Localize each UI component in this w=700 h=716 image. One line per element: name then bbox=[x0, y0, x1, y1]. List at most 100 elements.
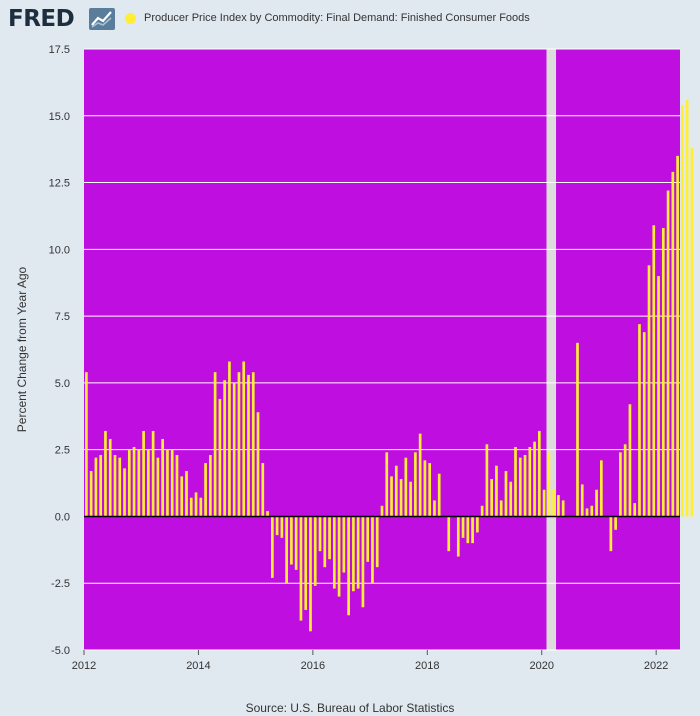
bar bbox=[375, 516, 379, 568]
bar bbox=[528, 446, 532, 517]
bar bbox=[557, 495, 560, 517]
bar bbox=[504, 471, 508, 517]
recession-band bbox=[546, 49, 557, 650]
bar bbox=[156, 457, 160, 517]
chart-header: FRED Producer Price Index by Commodity: … bbox=[0, 0, 700, 40]
bar bbox=[247, 374, 250, 517]
bar bbox=[399, 479, 403, 517]
bar bbox=[204, 463, 207, 517]
x-tick-label: 2016 bbox=[301, 660, 325, 672]
bar bbox=[366, 516, 370, 562]
y-tick-label: 0.0 bbox=[55, 511, 70, 523]
bar bbox=[256, 412, 260, 517]
bar bbox=[590, 505, 594, 517]
bar bbox=[681, 105, 684, 517]
bar bbox=[676, 155, 679, 517]
bar bbox=[132, 446, 136, 517]
x-tick-label: 2022 bbox=[644, 660, 668, 672]
y-tick-label: 15.0 bbox=[49, 111, 70, 123]
bar bbox=[194, 492, 198, 517]
bar bbox=[542, 489, 546, 517]
bar bbox=[647, 265, 651, 517]
bar bbox=[356, 516, 360, 589]
plot-background bbox=[84, 49, 680, 650]
bar bbox=[642, 332, 646, 517]
x-tick-label: 2014 bbox=[186, 660, 210, 672]
bar bbox=[275, 516, 279, 536]
bar bbox=[371, 516, 374, 584]
bar bbox=[509, 481, 513, 517]
bar bbox=[471, 516, 474, 544]
bar bbox=[89, 471, 93, 517]
bar bbox=[518, 457, 522, 517]
chart-legend: Producer Price Index by Commodity: Final… bbox=[125, 12, 530, 24]
bar bbox=[619, 452, 622, 517]
y-tick-label: 17.5 bbox=[49, 44, 70, 56]
bar bbox=[189, 497, 193, 517]
bar bbox=[285, 516, 288, 584]
bar bbox=[218, 398, 222, 517]
bar bbox=[561, 500, 565, 517]
x-tick-label: 2020 bbox=[529, 660, 553, 672]
bar bbox=[576, 342, 579, 517]
bar bbox=[151, 430, 155, 517]
bar bbox=[580, 484, 584, 517]
bar bbox=[127, 449, 131, 517]
bar bbox=[499, 500, 503, 517]
bar bbox=[485, 444, 489, 517]
bar bbox=[409, 481, 412, 517]
bar bbox=[456, 516, 460, 557]
legend-swatch bbox=[125, 12, 136, 24]
y-axis-ticks: 17.5 15.0 12.5 10.0 7.5 5.0 2.5 0.0 -2.5 -5.0 bbox=[49, 44, 70, 657]
bar bbox=[337, 516, 341, 597]
bar bbox=[299, 516, 303, 621]
bar bbox=[213, 372, 217, 517]
bar bbox=[495, 465, 498, 517]
bar bbox=[476, 516, 479, 533]
y-tick-label: 5.0 bbox=[55, 378, 70, 390]
bar bbox=[461, 516, 465, 538]
bar bbox=[538, 430, 541, 517]
bar bbox=[209, 455, 212, 517]
bar bbox=[94, 457, 98, 517]
bar bbox=[237, 372, 241, 517]
bar bbox=[690, 147, 694, 517]
bar bbox=[142, 430, 145, 517]
y-tick-label: -5.0 bbox=[51, 645, 70, 657]
bar bbox=[242, 361, 246, 517]
bar bbox=[480, 505, 484, 517]
bar bbox=[514, 446, 517, 517]
bar bbox=[137, 449, 141, 517]
bar bbox=[108, 438, 112, 517]
bar bbox=[547, 452, 551, 517]
bar bbox=[170, 449, 174, 517]
bar bbox=[85, 372, 88, 517]
bar bbox=[323, 516, 327, 568]
bar bbox=[609, 516, 613, 552]
y-tick-label: 10.0 bbox=[49, 244, 70, 256]
bar bbox=[161, 438, 165, 517]
bar bbox=[433, 500, 436, 517]
bar bbox=[290, 516, 293, 565]
bar bbox=[118, 457, 122, 517]
bar bbox=[466, 516, 470, 544]
bar bbox=[266, 511, 269, 517]
bar bbox=[309, 516, 312, 632]
bar bbox=[628, 404, 632, 517]
y-tick-label: 2.5 bbox=[55, 445, 70, 457]
bar bbox=[390, 476, 393, 517]
bar bbox=[490, 479, 493, 517]
bar bbox=[623, 444, 627, 517]
bar bbox=[614, 516, 617, 530]
bar bbox=[304, 516, 308, 610]
bar bbox=[552, 489, 555, 517]
bar bbox=[533, 441, 536, 517]
bar bbox=[437, 473, 441, 517]
bar bbox=[361, 516, 365, 608]
bar bbox=[671, 171, 675, 517]
y-tick-label: -2.5 bbox=[51, 578, 70, 590]
bar bbox=[661, 227, 665, 517]
bar bbox=[147, 449, 150, 517]
bar bbox=[380, 505, 384, 517]
x-tick-label: 2018 bbox=[415, 660, 439, 672]
